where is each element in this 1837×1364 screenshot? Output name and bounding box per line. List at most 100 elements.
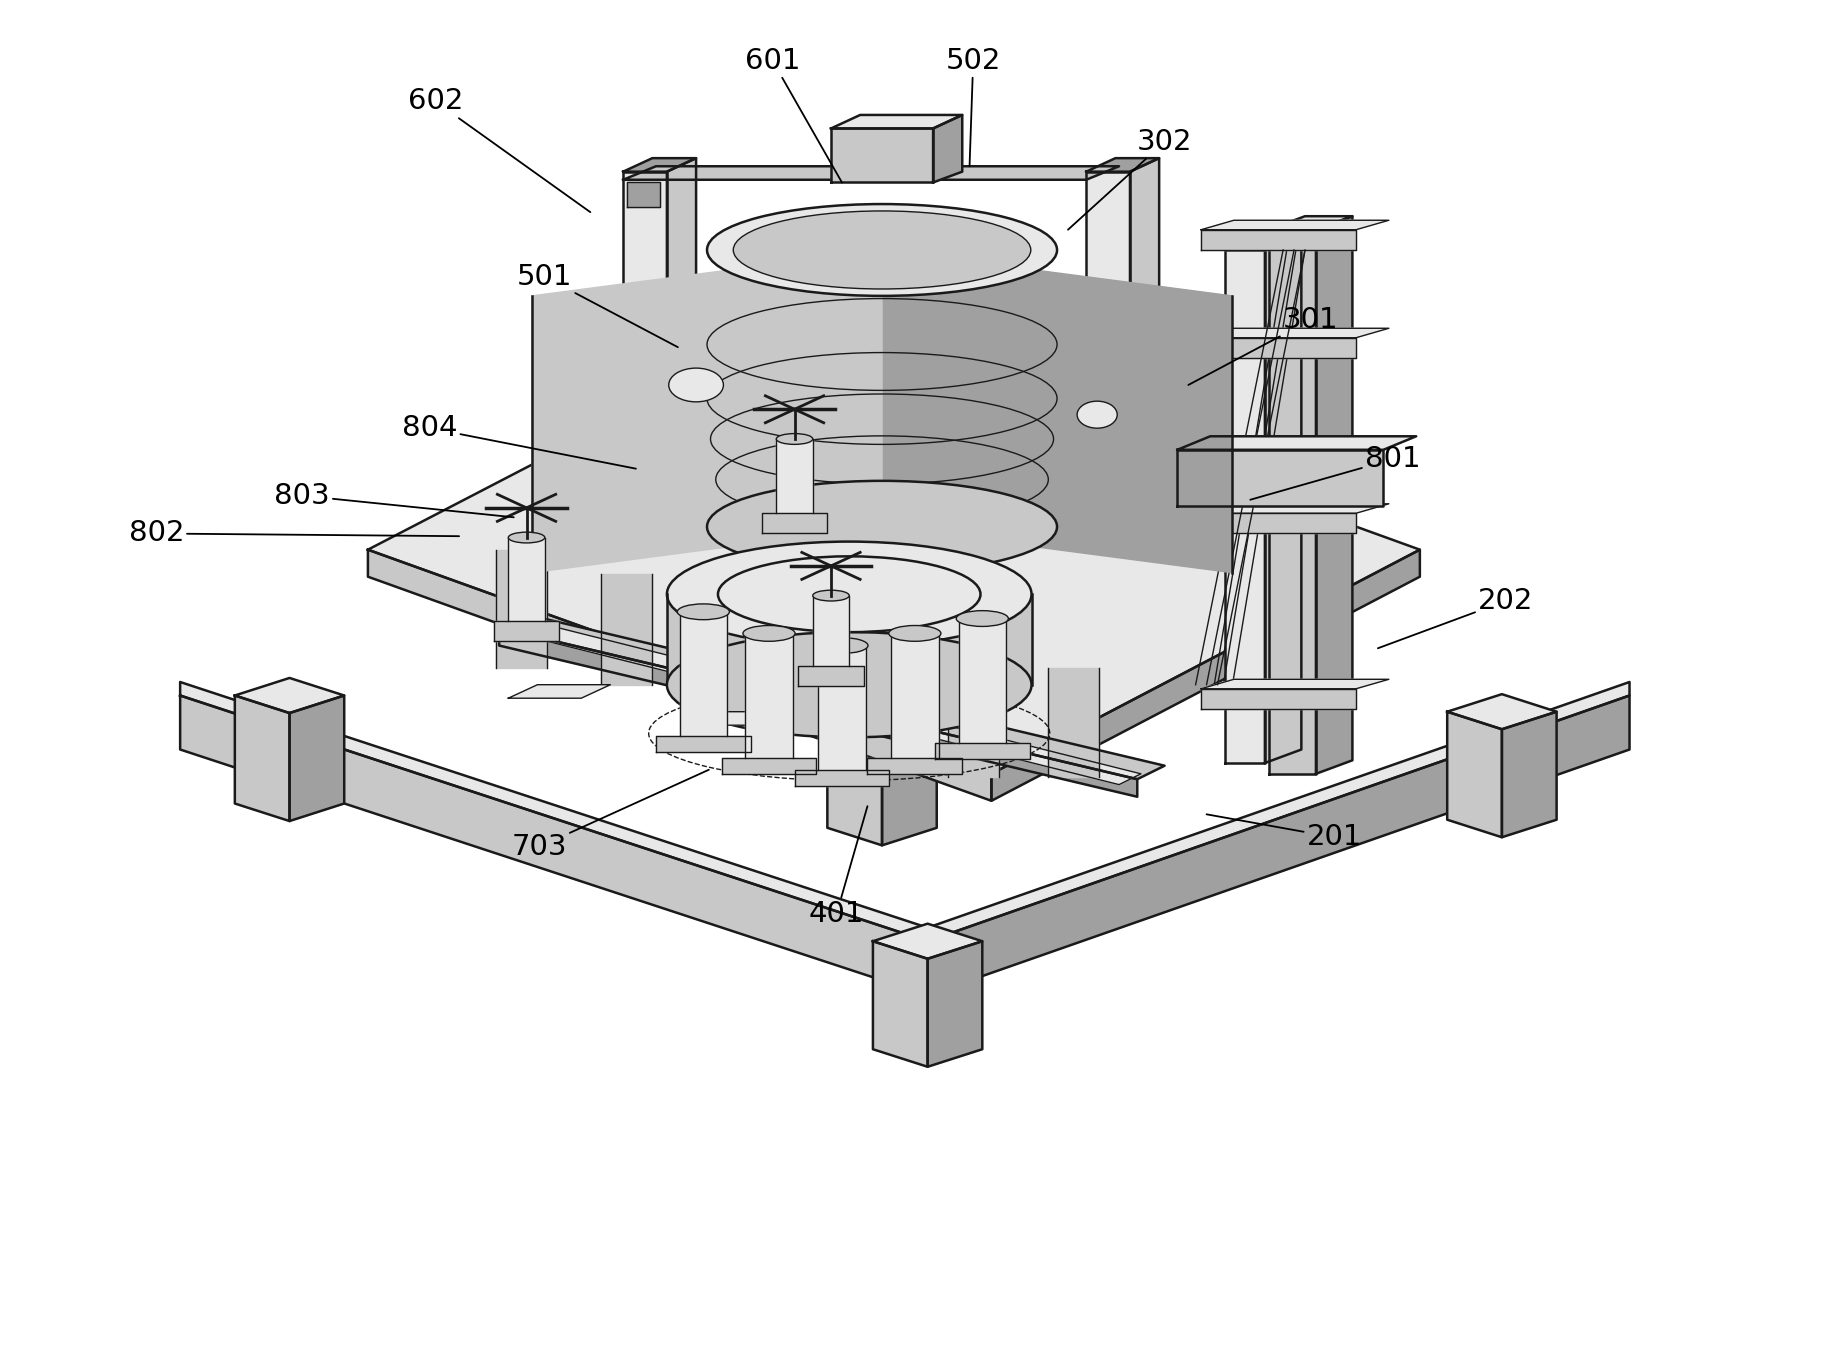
- Polygon shape: [656, 737, 751, 752]
- Polygon shape: [494, 621, 558, 641]
- Ellipse shape: [812, 591, 849, 602]
- Polygon shape: [601, 574, 652, 685]
- Polygon shape: [948, 668, 999, 776]
- Text: 202: 202: [1378, 587, 1534, 648]
- Ellipse shape: [509, 532, 546, 543]
- Ellipse shape: [667, 632, 1032, 738]
- Ellipse shape: [1076, 401, 1117, 428]
- Polygon shape: [935, 743, 1031, 758]
- Polygon shape: [867, 757, 963, 773]
- Polygon shape: [1130, 158, 1159, 536]
- Polygon shape: [817, 645, 865, 769]
- Text: 502: 502: [946, 46, 1001, 166]
- Ellipse shape: [957, 611, 1009, 626]
- Polygon shape: [797, 666, 863, 686]
- Text: 601: 601: [744, 46, 841, 183]
- Polygon shape: [667, 595, 1032, 685]
- Polygon shape: [992, 550, 1420, 801]
- Text: 804: 804: [402, 415, 636, 469]
- Polygon shape: [722, 757, 816, 773]
- Polygon shape: [933, 115, 963, 183]
- Polygon shape: [180, 696, 928, 996]
- Polygon shape: [1086, 172, 1130, 536]
- Polygon shape: [777, 439, 812, 513]
- Polygon shape: [1448, 694, 1556, 730]
- Polygon shape: [623, 158, 696, 172]
- Polygon shape: [762, 513, 827, 533]
- Polygon shape: [509, 537, 546, 621]
- Polygon shape: [812, 596, 849, 666]
- Polygon shape: [1269, 229, 1315, 773]
- Polygon shape: [500, 627, 1137, 797]
- Ellipse shape: [733, 211, 1031, 289]
- Ellipse shape: [667, 542, 1032, 647]
- Polygon shape: [623, 166, 1119, 180]
- Text: 302: 302: [1067, 128, 1192, 229]
- Ellipse shape: [678, 604, 729, 619]
- Polygon shape: [496, 550, 547, 668]
- Polygon shape: [882, 250, 1233, 573]
- Polygon shape: [626, 183, 659, 207]
- Polygon shape: [1503, 712, 1556, 837]
- Ellipse shape: [707, 481, 1056, 573]
- Polygon shape: [873, 941, 928, 1067]
- Polygon shape: [1178, 450, 1383, 506]
- Polygon shape: [667, 158, 696, 536]
- Polygon shape: [367, 550, 992, 801]
- Polygon shape: [891, 633, 939, 757]
- Polygon shape: [928, 941, 983, 1067]
- Text: 803: 803: [274, 481, 514, 517]
- Polygon shape: [623, 172, 667, 536]
- Polygon shape: [1201, 513, 1356, 533]
- Ellipse shape: [816, 637, 869, 653]
- Polygon shape: [1315, 217, 1352, 773]
- Polygon shape: [1201, 229, 1356, 250]
- Polygon shape: [527, 625, 1141, 784]
- Polygon shape: [1269, 217, 1352, 229]
- Polygon shape: [959, 618, 1007, 743]
- Text: 703: 703: [511, 769, 709, 861]
- Polygon shape: [1086, 158, 1159, 172]
- Polygon shape: [1201, 338, 1356, 357]
- Polygon shape: [1225, 250, 1266, 762]
- Polygon shape: [1201, 689, 1356, 709]
- Polygon shape: [235, 696, 290, 821]
- Text: 201: 201: [1207, 814, 1361, 851]
- Polygon shape: [795, 769, 889, 786]
- Text: 401: 401: [808, 806, 867, 929]
- Polygon shape: [680, 612, 727, 737]
- Polygon shape: [1201, 220, 1389, 229]
- Text: 802: 802: [129, 520, 459, 547]
- Polygon shape: [1266, 236, 1301, 762]
- Polygon shape: [830, 128, 933, 183]
- Polygon shape: [928, 696, 1629, 996]
- Text: 801: 801: [1251, 445, 1420, 499]
- Polygon shape: [827, 720, 882, 846]
- Polygon shape: [290, 696, 344, 821]
- Polygon shape: [830, 115, 963, 128]
- Ellipse shape: [718, 557, 981, 632]
- Polygon shape: [1201, 679, 1389, 689]
- Polygon shape: [1201, 329, 1389, 338]
- Ellipse shape: [777, 434, 812, 445]
- Polygon shape: [235, 678, 344, 713]
- Polygon shape: [180, 682, 1629, 941]
- Polygon shape: [367, 326, 1420, 773]
- Ellipse shape: [707, 205, 1056, 296]
- Polygon shape: [1201, 503, 1389, 513]
- Ellipse shape: [889, 626, 941, 641]
- Ellipse shape: [742, 626, 795, 641]
- Ellipse shape: [669, 368, 724, 402]
- Polygon shape: [691, 712, 794, 726]
- Polygon shape: [882, 720, 937, 846]
- Polygon shape: [746, 633, 794, 757]
- Polygon shape: [1047, 668, 1099, 776]
- Polygon shape: [1448, 712, 1503, 837]
- Polygon shape: [1178, 436, 1416, 450]
- Polygon shape: [533, 250, 882, 573]
- Text: 602: 602: [408, 87, 590, 213]
- Polygon shape: [873, 923, 983, 959]
- Text: 501: 501: [516, 263, 678, 348]
- Text: 301: 301: [1189, 306, 1339, 385]
- Polygon shape: [827, 702, 937, 738]
